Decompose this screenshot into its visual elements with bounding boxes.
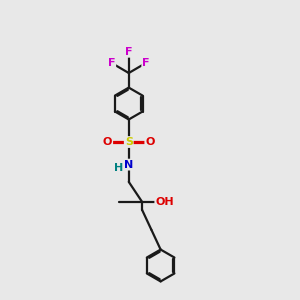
Text: F: F	[108, 58, 115, 68]
Text: OH: OH	[155, 197, 174, 207]
Text: F: F	[125, 47, 133, 57]
Text: N: N	[124, 160, 134, 170]
Text: O: O	[103, 137, 112, 147]
Text: F: F	[142, 58, 150, 68]
Text: H: H	[114, 163, 123, 173]
Text: S: S	[125, 137, 133, 147]
Text: O: O	[145, 137, 155, 147]
